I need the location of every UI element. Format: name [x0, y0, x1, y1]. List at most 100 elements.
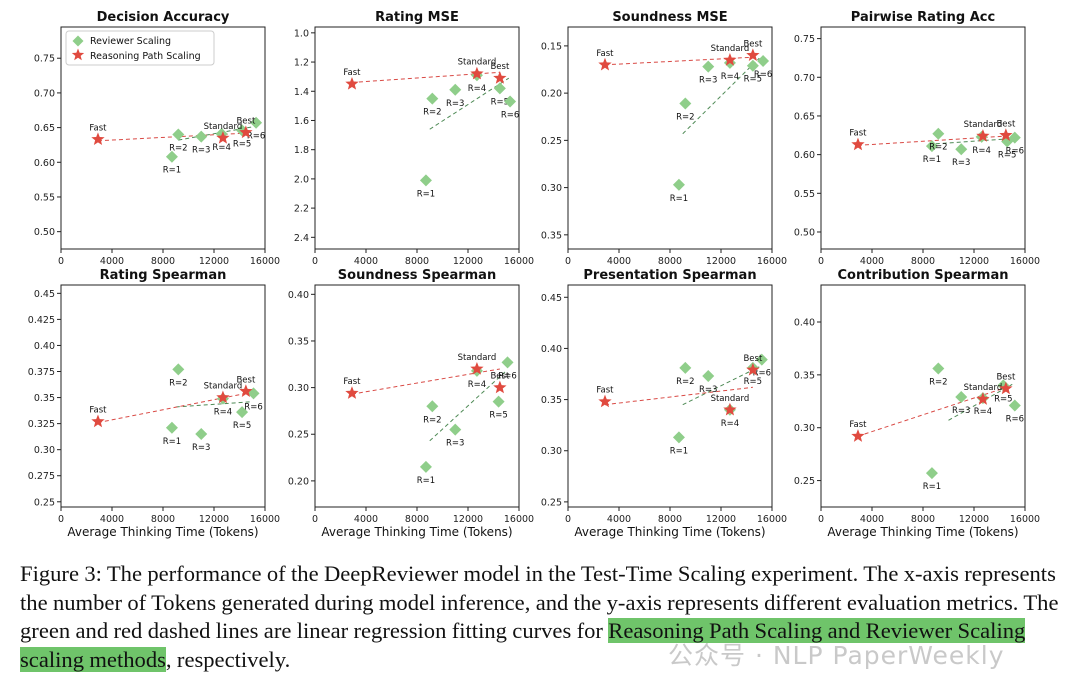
panel-title: Rating Spearman: [100, 268, 227, 283]
x-tick-label: 16000: [757, 256, 787, 267]
y-tick-label: 0.35: [541, 230, 562, 241]
y-tick-label: 0.65: [794, 111, 815, 122]
reasoning-point-label: Fast: [343, 68, 361, 78]
x-axis-label: Average Thinking Time (Tokens): [67, 525, 258, 539]
reviewer-point-label: R=3: [952, 158, 970, 168]
reviewer-point-label: R=3: [446, 439, 464, 449]
x-tick-label: 16000: [250, 256, 280, 267]
x-tick-label: 8000: [658, 256, 682, 267]
reasoning-point-label: Best: [236, 375, 255, 385]
reviewer-point-label: R=1: [923, 155, 941, 165]
y-tick-label: 0.75: [794, 34, 815, 45]
y-tick-label: 0.35: [794, 370, 815, 381]
reviewer-point-label: R=5: [994, 394, 1012, 404]
reviewer-point: [925, 467, 938, 480]
x-tick-label: 0: [58, 514, 64, 525]
reviewer-fit-line: [429, 370, 507, 442]
reviewer-point: [1008, 131, 1021, 144]
reasoning-point: [216, 131, 230, 144]
reviewer-point-label: R=3: [192, 146, 210, 156]
reviewer-point-label: R=4: [212, 143, 230, 153]
x-tick-label: 0: [312, 514, 318, 525]
y-tick-label: 2.2: [294, 204, 309, 215]
x-tick-label: 16000: [250, 514, 280, 525]
x-tick-label: 16000: [757, 514, 787, 525]
reasoning-point: [976, 392, 990, 405]
reasoning-point: [598, 394, 612, 408]
reasoning-point-label: Standard: [458, 58, 497, 68]
legend-reasoning-marker: [71, 48, 85, 61]
y-tick-label: 0.325: [28, 419, 55, 430]
reasoning-point-label: Best: [743, 39, 762, 49]
reviewer-point: [672, 178, 685, 191]
panel-title: Rating MSE: [375, 10, 459, 25]
plot-frame: [567, 26, 773, 250]
legend-reviewer-label: Reviewer Scaling: [90, 36, 171, 47]
x-tick-label: 0: [565, 514, 571, 525]
reviewer-point: [932, 362, 945, 375]
y-tick-label: 0.70: [34, 88, 55, 99]
y-tick-label: 0.30: [288, 383, 309, 394]
panel-title: Decision Accuracy: [97, 10, 230, 25]
figure-panels: Decision Accuracy 0 4000 8000 12000 16000 0.50…: [28, 10, 1040, 539]
panel-3: Soundness MSE 0 4000 8000 12000 16000 0.15 0.20…: [541, 10, 787, 267]
reasoning-point-label: Best: [996, 119, 1015, 129]
reviewer-point-label: R=1: [923, 482, 941, 492]
reviewer-point-label: R=1: [417, 476, 435, 486]
reviewer-point-label: R=5: [233, 139, 251, 149]
reviewer-point: [672, 431, 685, 444]
reviewer-point-label: R=4: [721, 72, 739, 82]
panel-4: Pairwise Rating Acc 0 4000 8000 12000 16000 0.…: [794, 10, 1040, 267]
y-tick-label: 0.25: [34, 497, 55, 508]
reasoning-point-label: Standard: [204, 382, 243, 392]
reviewer-point-label: R=6: [244, 402, 262, 412]
reviewer-point-label: R=5: [744, 377, 762, 387]
x-tick-label: 4000: [607, 514, 631, 525]
x-tick-label: 16000: [1010, 256, 1040, 267]
reviewer-point-label: R=2: [929, 378, 947, 388]
legend-box: [65, 30, 215, 66]
reviewer-point-label: R=2: [423, 415, 441, 425]
x-axis-label: Average Thinking Time (Tokens): [827, 525, 1018, 539]
y-tick-label: 0.15: [541, 41, 562, 52]
y-tick-label: 0.55: [794, 189, 815, 200]
reviewer-point: [932, 127, 945, 140]
reasoning-point-label: Fast: [849, 129, 867, 139]
reviewer-point: [172, 363, 185, 376]
reviewer-point: [955, 391, 968, 404]
reasoning-point: [723, 402, 737, 416]
panel-2: Rating MSE 0 4000 8000 12000 16000 1.0 1.2 1.4 1.…: [294, 10, 534, 267]
reasoning-point-label: Best: [490, 372, 509, 382]
x-tick-label: 4000: [354, 514, 378, 525]
reviewer-point-label: R=2: [169, 144, 187, 154]
reasoning-point: [493, 71, 507, 84]
reasoning-point-label: Fast: [849, 420, 867, 430]
reasoning-point: [851, 429, 865, 442]
reviewer-point-label: R=6: [753, 369, 771, 379]
panel-7: Presentation Spearman 0 4000 8000 12000 16000…: [541, 268, 787, 539]
x-tick-label: 16000: [504, 514, 534, 525]
reasoning-point: [239, 125, 253, 139]
reasoning-point: [345, 76, 359, 90]
x-tick-label: 0: [58, 256, 64, 267]
x-axis-label: Average Thinking Time (Tokens): [321, 525, 512, 539]
reviewer-point-label: R=2: [423, 108, 441, 118]
reviewer-point: [419, 460, 432, 473]
reasoning-point-label: Fast: [89, 123, 107, 133]
y-tick-label: 0.30: [541, 183, 562, 194]
reviewer-point: [172, 128, 185, 141]
reviewer-point: [679, 97, 692, 110]
reviewer-point-label: R=5: [744, 75, 762, 85]
panel-title: Presentation Spearman: [583, 268, 756, 283]
reviewer-point-label: R=1: [670, 446, 688, 456]
x-tick-label: 8000: [151, 256, 175, 267]
reviewer-point: [757, 55, 770, 68]
reasoning-point: [239, 384, 253, 397]
reviewer-point-label: R=1: [670, 194, 688, 204]
reviewer-point-label: R=3: [699, 76, 717, 86]
x-tick-label: 0: [818, 514, 824, 525]
y-tick-label: 1.0: [294, 28, 309, 39]
x-tick-label: 8000: [658, 514, 682, 525]
y-tick-label: 0.25: [541, 497, 562, 508]
reviewer-point: [165, 150, 178, 163]
